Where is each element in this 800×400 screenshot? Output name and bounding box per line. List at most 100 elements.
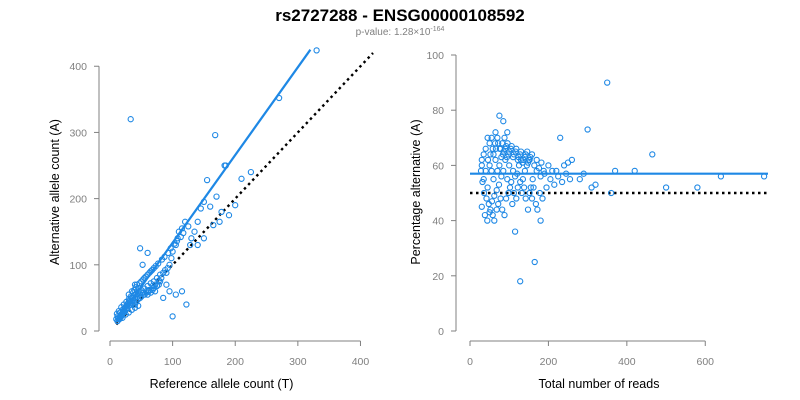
data-point <box>506 148 513 155</box>
right-panel: 0 200 400 600 0 20 40 60 80 100 Total number of re… <box>409 50 768 391</box>
data-point <box>584 126 591 133</box>
data-point <box>480 151 487 158</box>
data-point <box>491 140 499 147</box>
data-point <box>144 249 151 257</box>
data-point <box>168 255 175 262</box>
y-tick-label: 300 <box>69 127 87 139</box>
data-point <box>513 145 520 152</box>
x-tick-label: 400 <box>352 356 370 368</box>
x-tick-label: 400 <box>618 356 636 368</box>
data-point <box>499 140 506 147</box>
x-tick-label: 300 <box>289 356 307 368</box>
data-point <box>504 129 511 136</box>
data-point <box>194 218 201 225</box>
data-point <box>203 176 211 184</box>
y-axis-label: Alternative allele count (A) <box>48 119 62 265</box>
data-point <box>514 184 521 191</box>
data-point <box>495 200 502 208</box>
data-point <box>560 162 568 169</box>
data-point <box>151 288 159 295</box>
data-point <box>515 153 522 161</box>
data-point <box>531 162 538 169</box>
data-point <box>551 181 558 188</box>
data-point <box>504 176 511 183</box>
data-point <box>478 156 485 164</box>
data-point <box>313 47 320 54</box>
data-point <box>492 129 499 136</box>
data-point <box>136 245 144 252</box>
data-point <box>499 206 506 213</box>
data-point <box>520 184 528 191</box>
data-point <box>481 211 489 219</box>
data-point <box>532 200 540 208</box>
data-point <box>511 228 519 235</box>
data-point <box>496 162 503 169</box>
y-tick-label: 80 <box>432 105 444 117</box>
data-point <box>608 189 615 197</box>
y-tick-label: 20 <box>432 271 444 283</box>
data-point <box>247 168 255 176</box>
data-point <box>232 202 239 209</box>
data-point <box>188 235 195 242</box>
data-point <box>169 313 176 320</box>
data-point <box>533 156 540 164</box>
data-point <box>517 278 524 285</box>
data-point <box>187 241 194 249</box>
data-point <box>200 235 208 242</box>
data-point <box>160 269 167 276</box>
y-tick-label: 100 <box>426 50 444 62</box>
y-tick-label: 100 <box>69 260 87 272</box>
data-point <box>479 178 486 186</box>
data-point <box>649 151 656 158</box>
data-point <box>160 294 167 302</box>
data-point <box>501 134 508 141</box>
data-point <box>491 192 498 199</box>
x-tick-label: 600 <box>696 356 714 368</box>
data-point <box>496 145 503 152</box>
data-point <box>218 208 225 216</box>
y-tick-label: 400 <box>69 61 87 73</box>
x-tick-label: 200 <box>540 356 558 368</box>
data-point <box>517 148 525 155</box>
data-point <box>478 203 485 210</box>
data-point <box>172 291 179 298</box>
y-tick-label: 200 <box>69 194 87 206</box>
x-tick-label: 200 <box>226 356 244 368</box>
data-point <box>185 223 192 230</box>
y-tick-label: 0 <box>81 326 87 338</box>
data-point <box>183 301 190 308</box>
data-point <box>501 211 508 219</box>
data-point <box>496 112 503 119</box>
data-point <box>604 79 611 86</box>
data-point <box>506 184 514 191</box>
data-point <box>194 241 201 249</box>
data-point <box>213 193 220 200</box>
pvalue-prefix: p-value: 1.28×10 <box>356 27 431 38</box>
data-point <box>522 195 529 202</box>
y-tick-label: 40 <box>432 216 444 228</box>
y-tick-label: 0 <box>438 326 444 338</box>
data-point <box>522 151 529 158</box>
data-point <box>136 280 143 287</box>
y-tick-label: 60 <box>432 160 444 172</box>
x-tick-label: 0 <box>107 356 113 368</box>
data-point <box>136 294 144 302</box>
data-point <box>576 176 583 183</box>
data-point <box>492 156 499 164</box>
data-point <box>484 134 491 141</box>
data-point <box>528 195 536 202</box>
data-point <box>537 217 544 224</box>
pvalue-subtitle: p-value: 1.28×10-164 <box>356 26 445 38</box>
data-point <box>530 184 537 191</box>
data-point <box>529 176 536 183</box>
data-point <box>490 176 497 183</box>
data-point <box>484 156 492 164</box>
data-point <box>545 162 552 169</box>
data-point <box>494 134 501 141</box>
y-axis-label: Percentage alternative (A) <box>409 119 423 264</box>
data-point <box>216 218 223 225</box>
data-point <box>538 159 545 166</box>
data-point <box>539 195 546 202</box>
data-point <box>487 151 494 158</box>
